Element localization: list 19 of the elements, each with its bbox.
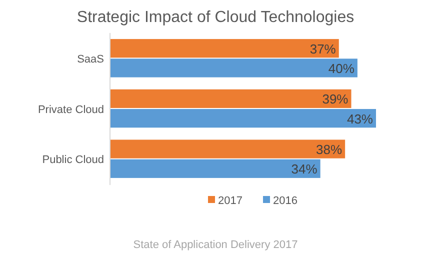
bar (110, 109, 376, 128)
bar (110, 159, 320, 178)
bar (110, 89, 352, 108)
data-label: 37% (310, 41, 336, 56)
data-label: 38% (316, 142, 342, 158)
data-label: 39% (322, 92, 349, 107)
chart-title: Strategic Impact of Cloud Technologies (76, 9, 354, 26)
y-tick-label: SaaS (77, 54, 104, 66)
y-tick-label: Private Cloud (38, 104, 104, 116)
text: State of Application Delivery 2017 (133, 239, 298, 251)
data-label: 34% (291, 162, 318, 177)
legend-label: 2016 (273, 194, 298, 207)
bar (110, 140, 346, 158)
legend-label: 2017 (218, 194, 242, 207)
bar (110, 39, 339, 58)
y-tick-label: Public Cloud (42, 154, 104, 166)
data-label: 40% (328, 61, 355, 76)
bar (110, 58, 358, 78)
data-label: 43% (346, 111, 374, 126)
